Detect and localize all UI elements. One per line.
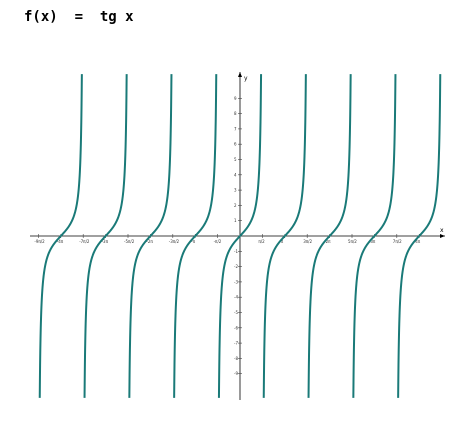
tangent-curves (38, 74, 442, 398)
y-tick-label: 5 (234, 157, 237, 162)
tangent-branch (128, 74, 173, 398)
y-tick-label: 7 (234, 126, 237, 131)
tangent-branch (83, 74, 128, 398)
x-tick-label: -3π (102, 239, 109, 244)
y-tick-label: -5 (234, 310, 238, 315)
x-tick-label: π (281, 239, 284, 244)
tangent-branch (262, 74, 307, 398)
y-ticks: -9 -8 -7 -6 -5 -4 -3 -2 -1 1 2 3 4 5 6 7 8 9 (234, 96, 242, 376)
x-tick-label: -π (191, 239, 195, 244)
y-tick-label: 8 (234, 111, 237, 116)
y-tick-label: -3 (234, 279, 238, 284)
tangent-branch (397, 74, 442, 398)
y-tick-label: 6 (234, 142, 237, 147)
x-tick-label: 7π/2 (393, 239, 402, 244)
function-title: f(x) = tg x (24, 9, 134, 25)
x-ticks: -9π/2 -4π -7π/2 -3π -5π/2 -2π -3π/2 -π -π/2 π/2 π 3… (34, 234, 421, 244)
x-tick-label: 3π/2 (303, 239, 312, 244)
x-tick-label: π/2 (258, 239, 265, 244)
y-tick-label: -7 (234, 341, 238, 346)
tangent-branch (352, 74, 397, 398)
x-tick-label: -4π (57, 239, 64, 244)
x-tick-label: -π/2 (214, 239, 222, 244)
y-tick-label: -8 (234, 356, 238, 361)
x-axis-label: x (440, 227, 444, 234)
y-tick-label: 2 (234, 203, 237, 208)
x-tick-label: 3π (370, 239, 376, 244)
tangent-branch (217, 74, 263, 398)
tangent-branch (38, 74, 83, 398)
x-tick-label: -9π/2 (34, 239, 45, 244)
y-tick-label: -1 (234, 249, 238, 254)
x-tick-label: 4π (415, 239, 421, 244)
y-tick-label: 4 (234, 172, 237, 177)
y-tick-label: 1 (234, 218, 237, 223)
y-axis-arrow (238, 72, 242, 77)
x-tick-label: -7π/2 (79, 239, 90, 244)
x-tick-label: -3π/2 (169, 239, 180, 244)
x-tick-label: 5π/2 (348, 239, 357, 244)
y-tick-label: 9 (234, 96, 237, 101)
tangent-branch (173, 74, 218, 398)
y-tick-label: -4 (234, 295, 238, 300)
tangent-branch (307, 74, 352, 398)
y-tick-label: -9 (234, 371, 238, 376)
x-axis-arrow (440, 234, 445, 238)
x-tick-label: 2π (326, 239, 332, 244)
y-tick-label: -6 (234, 325, 238, 330)
x-tick-label: -2π (146, 239, 153, 244)
y-axis-label: y (244, 75, 248, 82)
y-tick-label: -2 (234, 264, 238, 269)
x-tick-label: -5π/2 (124, 239, 135, 244)
y-tick-label: 3 (234, 188, 237, 193)
axes: x y (30, 72, 445, 400)
